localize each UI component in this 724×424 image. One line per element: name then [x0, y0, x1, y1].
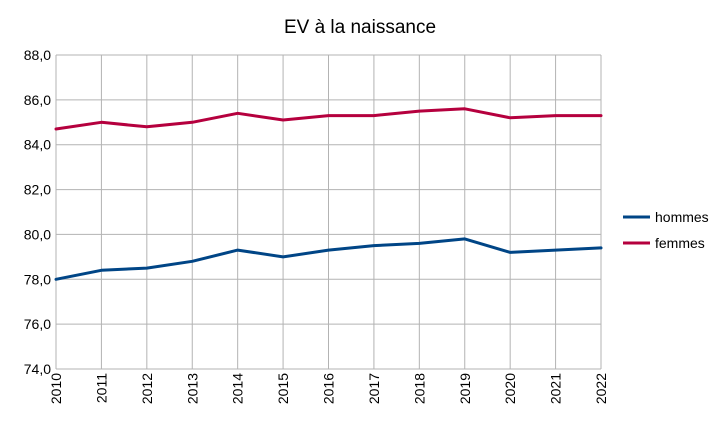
x-tick-label: 2019	[457, 373, 473, 404]
legend-label-hommes: hommes	[655, 209, 709, 225]
legend: hommes femmes	[623, 209, 709, 251]
x-tick-label: 2012	[139, 373, 155, 404]
x-tick-label: 2014	[230, 373, 246, 404]
y-axis-ticks: 74,0 76,0 78,0 80,0 82,0 84,0 86,0 88,0	[24, 47, 51, 377]
y-tick-label: 74,0	[24, 361, 51, 377]
y-tick-label: 82,0	[24, 182, 51, 198]
x-tick-label: 2011	[93, 373, 109, 403]
x-tick-label: 2020	[502, 373, 518, 404]
x-tick-label: 2015	[275, 373, 291, 404]
y-tick-label: 76,0	[24, 316, 51, 332]
x-tick-label: 2022	[593, 373, 609, 404]
series-lines	[54, 107, 603, 281]
series-line-femmes	[54, 107, 603, 131]
chart-title: EV à la naissance	[284, 17, 436, 38]
grid	[55, 54, 602, 370]
y-tick-label: 84,0	[24, 137, 51, 153]
x-tick-label: 2017	[366, 373, 382, 404]
legend-label-femmes: femmes	[655, 235, 705, 251]
x-tick-label: 2013	[184, 373, 200, 404]
y-tick-label: 86,0	[24, 92, 51, 108]
x-axis-ticks: 2010 2011 2012 2013 2014 2015 2016 2017 2018 2019…	[48, 373, 609, 404]
x-tick-label: 2021	[548, 373, 564, 404]
series-line-hommes	[54, 237, 603, 281]
x-tick-label: 2018	[411, 373, 427, 404]
y-tick-label: 78,0	[24, 271, 51, 287]
x-tick-label: 2016	[321, 373, 337, 404]
y-tick-label: 80,0	[24, 226, 51, 242]
y-tick-label: 88,0	[24, 47, 51, 63]
x-tick-label: 2010	[48, 373, 64, 404]
